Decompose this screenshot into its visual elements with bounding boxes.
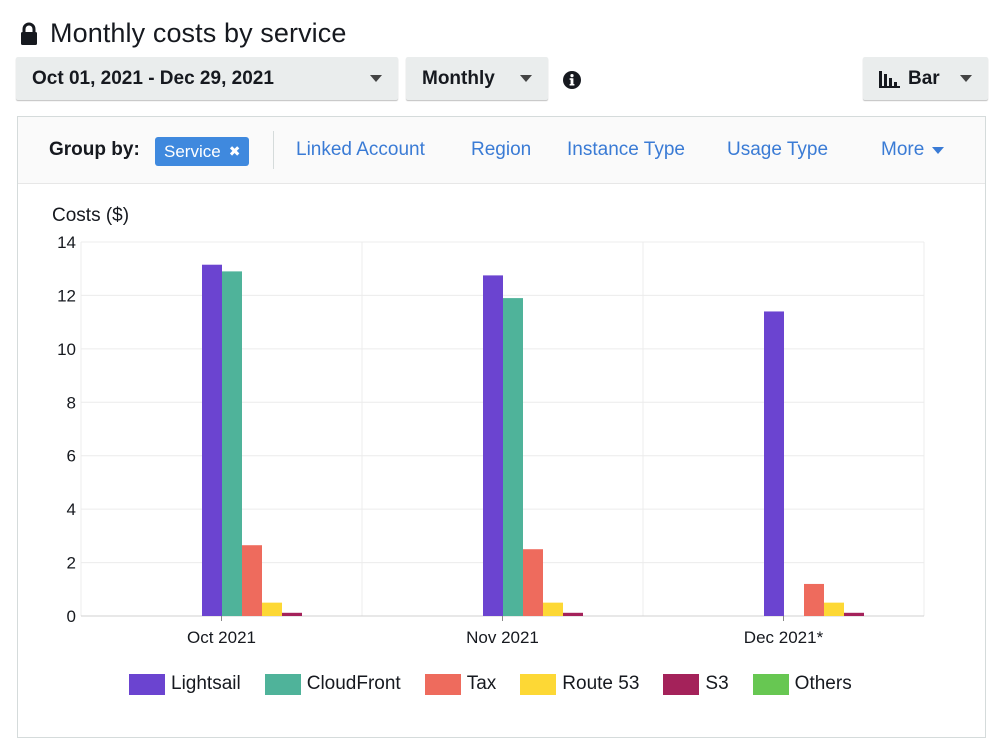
bar-s3[interactable] — [844, 612, 864, 616]
legend-swatch — [520, 673, 557, 695]
y-tick-label: 12 — [57, 286, 76, 305]
service-filter-chip[interactable]: Service ✖ — [155, 137, 250, 166]
bar-cloudfront[interactable] — [503, 298, 523, 616]
y-tick-label: 10 — [57, 340, 76, 359]
group-by-more[interactable]: More — [881, 139, 945, 161]
caret-down-icon — [370, 75, 382, 82]
chart-type-value: Bar — [908, 67, 940, 89]
legend-item[interactable]: Tax — [424, 673, 497, 695]
y-tick-label: 8 — [67, 393, 76, 412]
bar-lightsail[interactable] — [483, 275, 503, 616]
group-by-instance-type[interactable]: Instance Type — [567, 139, 685, 160]
group-by-bar: Group by: Service ✖ Linked Account Regio… — [18, 117, 985, 184]
y-tick-label: 6 — [67, 447, 76, 466]
granularity-value: Monthly — [422, 67, 495, 89]
chart-type-label-group: Bar — [879, 68, 940, 90]
y-tick-label: 0 — [67, 607, 76, 626]
legend-label: S3 — [705, 673, 729, 694]
page-title: Monthly costs by service — [50, 18, 347, 48]
legend-item[interactable]: S3 — [663, 673, 729, 695]
legend-item[interactable]: Lightsail — [129, 673, 241, 695]
close-icon[interactable]: ✖ — [228, 143, 241, 159]
legend-item[interactable]: Others — [752, 673, 852, 695]
bar-lightsail[interactable] — [202, 264, 222, 616]
x-tick-label: Oct 2021 — [187, 628, 256, 647]
date-range-value: Oct 01, 2021 - Dec 29, 2021 — [32, 67, 274, 89]
group-by-usage-type[interactable]: Usage Type — [727, 139, 829, 160]
y-tick-label: 4 — [67, 500, 76, 519]
legend-swatch — [424, 673, 461, 695]
chart-panel: Group by: Service ✖ Linked Account Regio… — [17, 116, 986, 738]
legend: Lightsail CloudFront Tax Route 53 S3 Others — [129, 673, 876, 695]
title-row: Monthly costs by service — [18, 18, 347, 49]
bar-s3[interactable] — [563, 612, 583, 616]
bar-cloudfront[interactable] — [222, 271, 242, 616]
legend-swatch — [264, 673, 301, 695]
bars-group — [202, 264, 864, 616]
bar-s3[interactable] — [282, 612, 302, 616]
y-axis-ticks: 0 2 4 6 8 10 12 14 — [57, 233, 76, 626]
bar-route-53[interactable] — [824, 602, 844, 616]
bar-tax[interactable] — [804, 583, 824, 616]
caret-down-icon — [960, 75, 972, 82]
bar-chart: Costs ($) 0 2 4 6 8 10 12 14 Oct 2021 Nov 2021 De… — [52, 205, 925, 647]
group-by-label: Group by: — [49, 139, 140, 160]
legend-label: Others — [794, 673, 852, 694]
y-tick-label: 2 — [67, 554, 76, 573]
bar-tax[interactable] — [523, 549, 543, 616]
y-tick-label: 14 — [57, 233, 76, 252]
legend-label: Lightsail — [171, 673, 241, 694]
caret-down-icon — [520, 75, 532, 82]
lock-icon — [21, 22, 37, 45]
caret-down-icon — [932, 146, 945, 154]
legend-item[interactable]: CloudFront — [264, 673, 401, 695]
group-by-region[interactable]: Region — [471, 139, 532, 160]
legend-swatch — [752, 673, 789, 695]
legend-label: Route 53 — [562, 673, 640, 694]
bar-tax[interactable] — [242, 545, 262, 616]
divider — [273, 131, 274, 169]
legend-swatch — [663, 673, 700, 695]
legend-label: CloudFront — [306, 673, 401, 694]
legend-swatch — [129, 673, 165, 695]
bar-route-53[interactable] — [543, 602, 563, 616]
chart-type-dropdown[interactable]: Bar — [863, 57, 988, 100]
legend-item[interactable]: Route 53 — [520, 673, 639, 695]
x-tick-label: Nov 2021 — [466, 628, 539, 647]
x-tick-label: Dec 2021* — [744, 628, 824, 647]
y-axis-title: Costs ($) — [52, 205, 129, 226]
more-label: More — [881, 139, 925, 160]
info-icon[interactable] — [562, 70, 582, 90]
bar-route-53[interactable] — [262, 602, 282, 616]
date-range-dropdown[interactable]: Oct 01, 2021 - Dec 29, 2021 — [16, 57, 398, 100]
x-axis-ticks: Oct 2021 Nov 2021 Dec 2021* — [187, 616, 824, 647]
legend-label: Tax — [466, 673, 497, 694]
granularity-dropdown[interactable]: Monthly — [406, 57, 548, 100]
bar-lightsail[interactable] — [764, 311, 784, 616]
service-chip-label: Service — [164, 141, 221, 161]
bar-chart-icon — [879, 70, 900, 88]
group-by-linked-account[interactable]: Linked Account — [296, 139, 425, 160]
